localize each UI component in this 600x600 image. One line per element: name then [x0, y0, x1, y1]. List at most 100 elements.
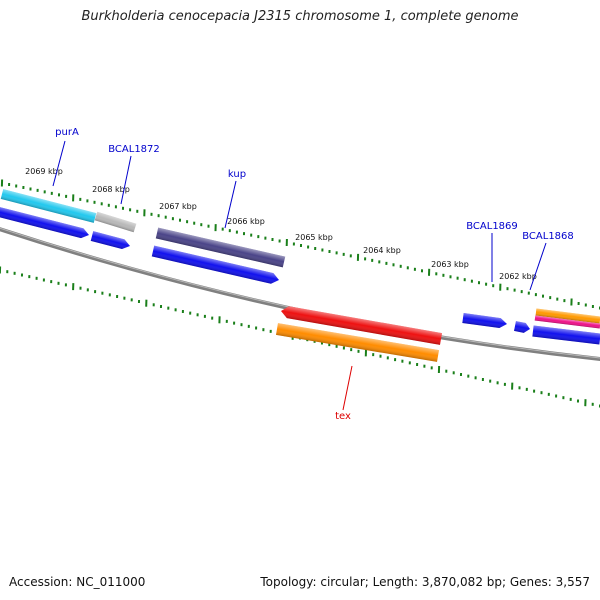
minor-tick: [562, 396, 565, 400]
minor-tick: [485, 282, 488, 286]
minor-tick: [541, 294, 545, 298]
minor-tick: [233, 321, 236, 325]
minor-tick: [178, 218, 182, 222]
minor-tick: [107, 203, 110, 207]
gene-label-purA[interactable]: purA: [55, 127, 79, 138]
minor-tick: [420, 269, 424, 273]
minor-tick: [200, 223, 203, 227]
minor-tick: [328, 249, 331, 254]
minor-tick: [101, 291, 104, 295]
minor-tick: [435, 272, 438, 276]
gene-kup: [155, 227, 286, 268]
minor-tick: [79, 197, 82, 201]
minor-tick: [474, 376, 477, 380]
minor-tick: [242, 232, 246, 236]
minor-tick: [262, 328, 265, 332]
cds-small-shading: [514, 321, 531, 333]
minor-tick: [449, 275, 452, 279]
major-tick: [72, 283, 75, 291]
gene-label-BCAL1868[interactable]: BCAL1868: [522, 231, 574, 242]
minor-tick: [43, 190, 46, 194]
minor-tick: [79, 286, 82, 290]
label-leader-line: [224, 180, 237, 229]
minor-tick: [386, 356, 389, 360]
minor-tick: [211, 316, 214, 320]
minor-tick: [228, 229, 231, 233]
minor-tick: [136, 209, 139, 213]
gene-BCAL1868: [535, 308, 600, 324]
minor-tick: [385, 261, 388, 265]
minor-tick: [335, 344, 338, 348]
minor-tick: [114, 205, 117, 209]
major-tick: [285, 238, 288, 247]
gene-BCAL1868-b-shading: [534, 315, 600, 329]
gene-kup-shading: [155, 227, 286, 268]
minor-tick: [394, 358, 397, 362]
minor-tick: [193, 221, 196, 225]
minor-tick: [130, 298, 133, 302]
major-tick: [218, 316, 221, 324]
minor-tick: [255, 326, 258, 330]
ruler-label: 2066 kbp: [227, 217, 265, 226]
minor-tick: [518, 386, 521, 390]
minor-tick: [247, 324, 250, 328]
minor-tick: [371, 258, 374, 262]
minor-tick: [86, 199, 89, 203]
minor-tick: [477, 281, 481, 285]
minor-tick: [513, 288, 516, 292]
minor-tick: [416, 362, 419, 367]
label-leader-line: [529, 242, 547, 291]
minor-tick: [408, 361, 411, 365]
minor-tick: [492, 284, 495, 288]
gene-purA-shading: [0, 189, 97, 223]
minor-tick: [314, 246, 317, 251]
ruler-label: 2064 kbp: [363, 246, 401, 255]
label-leader-line: [52, 140, 66, 187]
cds-BCAL1869-shading: [462, 313, 507, 329]
minor-tick: [86, 288, 89, 292]
gene-label-BCAL1872[interactable]: BCAL1872: [108, 144, 160, 155]
major-tick: [143, 209, 146, 217]
map-title: Burkholderia cenocepacia J2315 chromosom…: [81, 9, 519, 24]
major-tick: [0, 266, 2, 274]
minor-tick: [445, 369, 448, 373]
gene-label-BCAL1869[interactable]: BCAL1869: [466, 221, 518, 232]
minor-tick: [6, 270, 9, 274]
minor-tick: [525, 387, 528, 391]
minor-tick: [271, 237, 274, 242]
minor-tick: [152, 303, 155, 307]
major-tick: [364, 349, 368, 357]
minor-tick: [174, 308, 177, 312]
major-tick: [72, 194, 75, 202]
minor-tick: [577, 301, 580, 306]
tick-marks: [0, 179, 600, 408]
ruler-label: 2065 kbp: [295, 233, 333, 242]
minor-tick: [459, 372, 463, 377]
gene-label-kup[interactable]: kup: [228, 169, 246, 180]
minor-tick: [342, 252, 345, 256]
cds-tex-shading: [276, 323, 439, 362]
minor-tick: [292, 242, 295, 246]
minor-tick: [57, 281, 60, 285]
minor-tick: [94, 290, 97, 294]
minor-tick: [598, 306, 600, 310]
gene-BCAL1868-shading: [535, 308, 600, 324]
lower-tick-row: [0, 266, 600, 408]
minor-tick: [50, 280, 53, 284]
minor-tick: [8, 182, 11, 187]
major-tick: [145, 299, 148, 307]
minor-tick: [456, 276, 459, 280]
gene-label-tex[interactable]: tex: [335, 411, 351, 422]
minor-tick: [591, 402, 594, 406]
cds-small: [514, 321, 531, 333]
minor-tick: [413, 267, 416, 271]
major-tick: [427, 268, 431, 276]
cds-BCAL1868-shading: [532, 325, 600, 345]
cds-kup: [151, 245, 280, 284]
ruler-labels: 2069 kbp 2068 kbp 2067 kbp 2066 kbp 2065 kbp…: [25, 167, 537, 281]
minor-tick: [35, 276, 38, 280]
minor-tick: [342, 346, 345, 350]
minor-tick: [357, 349, 360, 353]
major-tick: [437, 365, 441, 374]
